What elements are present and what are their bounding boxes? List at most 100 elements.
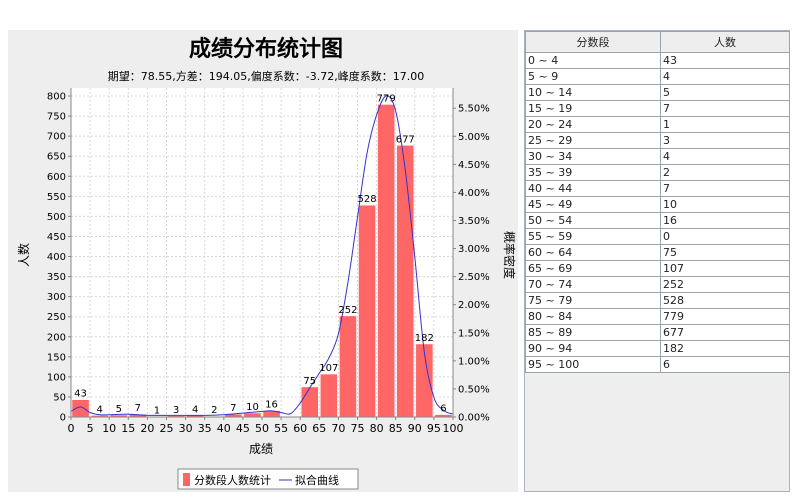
table-row[interactable]: 70 ~ 74 252 [525, 276, 790, 293]
bar-value-label: 107 [319, 363, 338, 374]
y2-tick-label: 5.50% [458, 104, 490, 115]
y-tick-label: 750 [47, 112, 66, 123]
x-tick-label: 65 [312, 422, 326, 435]
count-cell[interactable]: 2 [660, 164, 790, 181]
count-cell[interactable]: 4 [660, 68, 790, 85]
table-row[interactable]: 60 ~ 64 75 [525, 244, 790, 261]
count-cell[interactable]: 43 [660, 52, 790, 69]
table-row[interactable]: 15 ~ 19 7 [525, 100, 790, 117]
axes: 0501001502002503003504004505005506006507… [47, 88, 490, 435]
table-row[interactable]: 40 ~ 44 7 [525, 180, 790, 197]
x-tick-label: 40 [217, 422, 231, 435]
score-range-cell[interactable]: 80 ~ 84 [525, 308, 661, 325]
chart-panel: 成绩分布统计图 期望：78.55,方差：194.05,偏度系数：-3.72,峰度… [8, 30, 518, 492]
count-cell[interactable]: 16 [660, 212, 790, 229]
count-cell[interactable]: 677 [660, 324, 790, 341]
count-cell[interactable]: 3 [660, 132, 790, 149]
table-row[interactable]: 65 ~ 69 107 [525, 260, 790, 277]
table-row[interactable]: 25 ~ 29 3 [525, 132, 790, 149]
y-tick-label: 50 [53, 392, 66, 403]
count-cell[interactable]: 10 [660, 196, 790, 213]
score-range-cell[interactable]: 90 ~ 94 [525, 340, 661, 357]
distribution-table-panel: 分数段 人数 0 ~ 4 43 5 ~ 9 4 10 ~ 14 5 15 ~ 19 7 20 ~… [524, 30, 790, 492]
count-cell[interactable]: 4 [660, 148, 790, 165]
table-row[interactable]: 10 ~ 14 5 [525, 84, 790, 101]
table-row[interactable]: 90 ~ 94 182 [525, 340, 790, 357]
y-tick-label: 600 [47, 172, 66, 183]
score-range-cell[interactable]: 55 ~ 59 [525, 228, 661, 245]
table-row[interactable]: 50 ~ 54 16 [525, 212, 790, 229]
score-range-cell[interactable]: 45 ~ 49 [525, 196, 661, 213]
score-range-cell[interactable]: 20 ~ 24 [525, 116, 661, 133]
score-range-cell[interactable]: 70 ~ 74 [525, 276, 661, 293]
score-range-cell[interactable]: 30 ~ 34 [525, 148, 661, 165]
y-tick-label: 500 [47, 212, 66, 223]
table-body: 0 ~ 4 43 5 ~ 9 4 10 ~ 14 5 15 ~ 19 7 20 ~ 24 1 25 … [525, 52, 790, 373]
table-row[interactable]: 85 ~ 89 677 [525, 324, 790, 341]
y-tick-label: 650 [47, 152, 66, 163]
count-cell[interactable]: 779 [660, 308, 790, 325]
count-cell[interactable]: 182 [660, 340, 790, 357]
bar-value-label: 7 [135, 403, 141, 414]
table-row[interactable]: 80 ~ 84 779 [525, 308, 790, 325]
score-range-cell[interactable]: 95 ~ 100 [525, 356, 661, 373]
count-cell[interactable]: 7 [660, 180, 790, 197]
score-range-cell[interactable]: 5 ~ 9 [525, 68, 661, 85]
x-tick-label: 85 [389, 422, 403, 435]
bar-value-label: 75 [303, 376, 316, 387]
x-tick-label: 5 [87, 422, 94, 435]
y2-axis-label: 概率密度 [502, 231, 517, 279]
score-range-cell[interactable]: 85 ~ 89 [525, 324, 661, 341]
score-range-cell[interactable]: 50 ~ 54 [525, 212, 661, 229]
histogram-bar [320, 373, 338, 418]
score-range-cell[interactable]: 35 ~ 39 [525, 164, 661, 181]
count-cell[interactable]: 0 [660, 228, 790, 245]
y2-tick-label: 1.00% [458, 356, 490, 367]
score-range-cell[interactable]: 60 ~ 64 [525, 244, 661, 261]
count-cell[interactable]: 5 [660, 84, 790, 101]
count-cell[interactable]: 7 [660, 100, 790, 117]
score-range-cell[interactable]: 75 ~ 79 [525, 292, 661, 309]
count-cell[interactable]: 528 [660, 292, 790, 309]
score-range-cell[interactable]: 40 ~ 44 [525, 180, 661, 197]
count-cell[interactable]: 107 [660, 260, 790, 277]
table-row[interactable]: 35 ~ 39 2 [525, 164, 790, 181]
bar-value-label: 10 [246, 402, 259, 413]
table-row[interactable]: 20 ~ 24 1 [525, 116, 790, 133]
header-count[interactable]: 人数 [660, 31, 790, 53]
x-tick-label: 0 [68, 422, 75, 435]
legend-swatch-bars [183, 473, 190, 486]
count-cell[interactable]: 252 [660, 276, 790, 293]
header-score-range[interactable]: 分数段 [525, 31, 661, 53]
x-tick-label: 25 [160, 422, 174, 435]
table-row[interactable]: 30 ~ 34 4 [525, 148, 790, 165]
histogram-bar [243, 412, 262, 418]
table-row[interactable]: 75 ~ 79 528 [525, 292, 790, 309]
score-range-cell[interactable]: 65 ~ 69 [525, 260, 661, 277]
y-tick-label: 100 [47, 372, 66, 383]
y-tick-label: 0 [60, 413, 66, 424]
x-tick-label: 100 [443, 422, 464, 435]
count-cell[interactable]: 1 [660, 116, 790, 133]
score-range-cell[interactable]: 0 ~ 4 [525, 52, 661, 69]
legend-box [177, 468, 359, 490]
bars [71, 104, 453, 418]
y2-tick-label: 0.50% [458, 384, 490, 395]
count-cell[interactable]: 6 [660, 356, 790, 373]
bar-value-label: 677 [396, 134, 415, 145]
score-range-cell[interactable]: 10 ~ 14 [525, 84, 661, 101]
table-row[interactable]: 95 ~ 100 6 [525, 356, 790, 373]
table-row[interactable]: 0 ~ 4 43 [525, 52, 790, 69]
count-cell[interactable]: 75 [660, 244, 790, 261]
legend-label-bars: 分数段人数统计 [194, 473, 271, 487]
x-tick-label: 60 [293, 422, 307, 435]
score-range-cell[interactable]: 25 ~ 29 [525, 132, 661, 149]
bar-value-label: 5 [116, 404, 122, 415]
y-tick-label: 700 [47, 132, 66, 143]
bar-value-label: 528 [358, 194, 377, 205]
chart-title: 成绩分布统计图 [189, 36, 343, 62]
table-row[interactable]: 45 ~ 49 10 [525, 196, 790, 213]
table-row[interactable]: 55 ~ 59 0 [525, 228, 790, 245]
score-range-cell[interactable]: 15 ~ 19 [525, 100, 661, 117]
